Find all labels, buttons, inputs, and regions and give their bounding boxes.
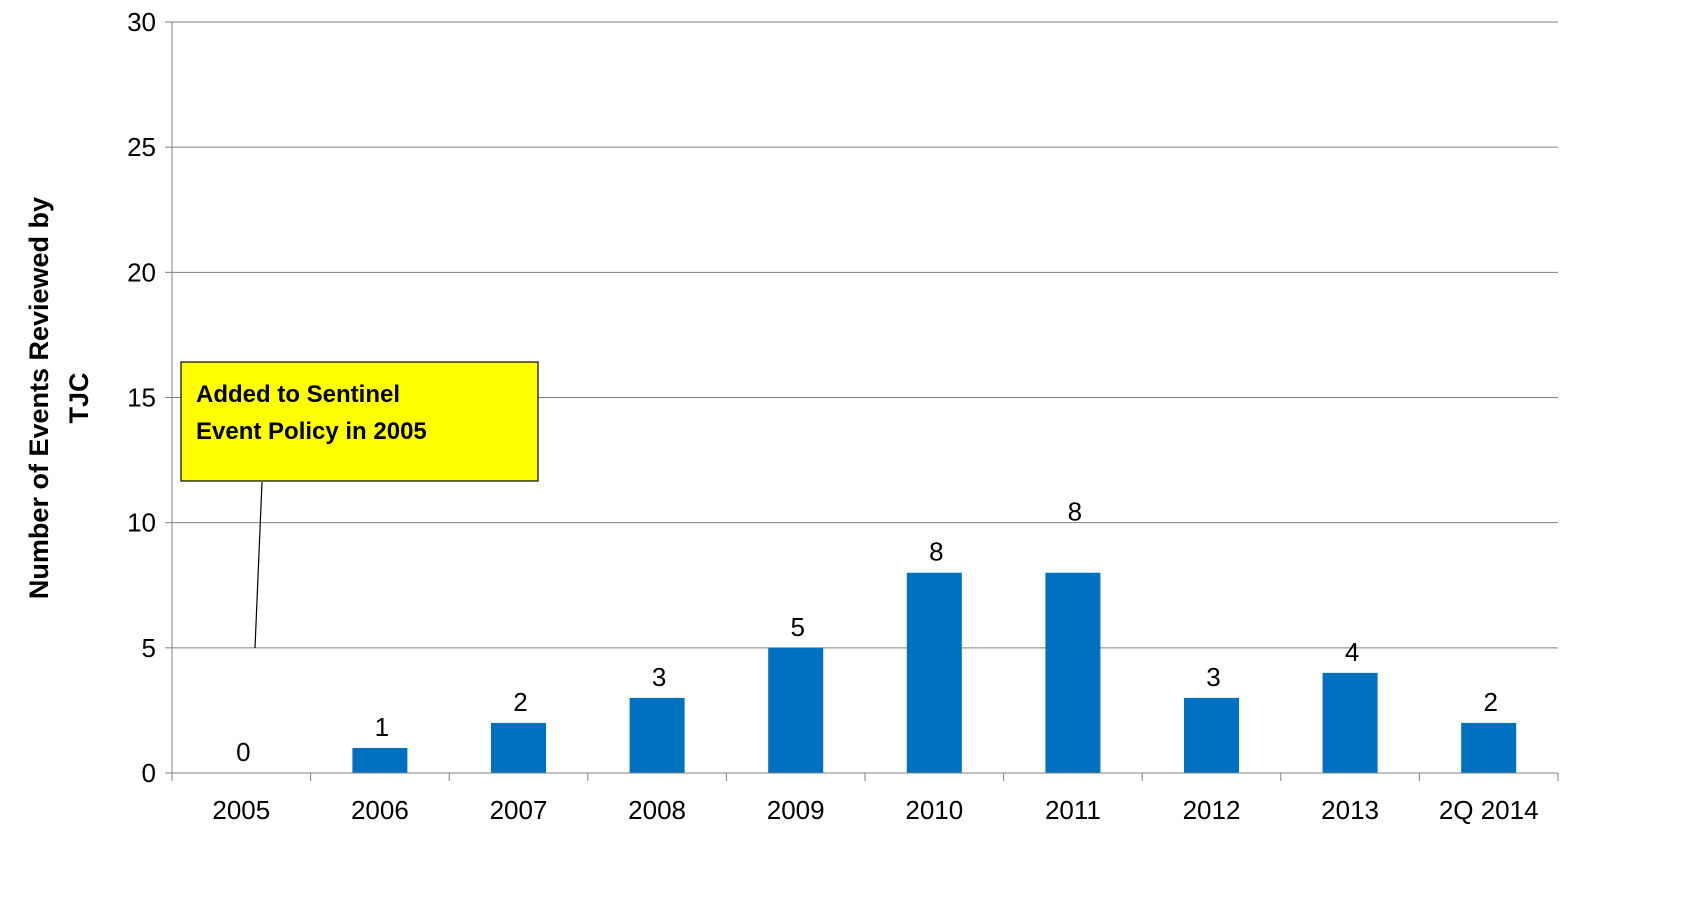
data-label: 2 <box>1483 687 1497 717</box>
bar <box>1461 722 1517 773</box>
data-label: 8 <box>1068 497 1082 527</box>
data-label: 8 <box>929 537 943 567</box>
y-axis-title-line: Number of Events Reviewed by <box>24 197 54 599</box>
x-tick-label: 2009 <box>767 795 825 825</box>
data-label: 3 <box>652 662 666 692</box>
data-label: 0 <box>236 737 250 767</box>
data-labels: 0 1 2 3 5 8 8 3 4 2 <box>236 497 1498 767</box>
x-tick-label: 2008 <box>628 795 686 825</box>
y-axis-ticks: 0 5 10 15 20 25 30 <box>127 7 173 788</box>
bar <box>352 747 408 773</box>
x-axis: 2005 2006 2007 2008 2009 2010 2011 2012 2013 2Q 2… <box>171 772 1559 825</box>
data-label: 1 <box>375 712 389 742</box>
callout-leader-line <box>254 481 263 649</box>
y-axis-label: Number of Events Reviewed by TJC <box>24 197 94 599</box>
y-tick-label: 10 <box>127 508 156 538</box>
x-tick-label: 2010 <box>905 795 963 825</box>
y-tick-label: 0 <box>142 758 156 788</box>
y-tick-label: 30 <box>127 7 156 37</box>
bar <box>1045 572 1101 773</box>
annotation-callout: Added to Sentinel Event Policy in 2005 <box>180 361 539 649</box>
x-tick-label: 2013 <box>1321 795 1379 825</box>
bar <box>629 697 685 773</box>
callout-box <box>180 361 539 482</box>
x-tick-label: 2007 <box>490 795 548 825</box>
y-tick-label: 20 <box>127 257 156 287</box>
callout-text-line: Added to Sentinel <box>196 381 400 408</box>
x-tick-label: 2Q 2014 <box>1439 795 1539 825</box>
data-label: 4 <box>1345 637 1359 667</box>
y-axis-title-line: TJC <box>64 372 94 423</box>
data-label: 3 <box>1206 662 1220 692</box>
y-axis-title: Number of Events Reviewed by TJC <box>24 197 94 599</box>
bar <box>1322 672 1378 773</box>
bar <box>491 722 546 773</box>
callout-text-line: Event Policy in 2005 <box>196 418 427 445</box>
x-tick-label: 2005 <box>212 795 270 825</box>
y-tick-label: 25 <box>127 132 156 162</box>
x-tick-label: 2012 <box>1183 795 1241 825</box>
data-label: 5 <box>790 612 804 642</box>
x-tick-label: 2006 <box>351 795 409 825</box>
x-tick-label: 2011 <box>1045 795 1101 825</box>
bar <box>906 572 962 773</box>
bar <box>768 647 824 773</box>
y-tick-label: 15 <box>127 383 156 413</box>
y-tick-label: 5 <box>142 633 156 663</box>
bar <box>1184 697 1239 773</box>
bars <box>352 572 1517 773</box>
gridlines <box>172 21 1558 649</box>
data-label: 2 <box>513 687 527 717</box>
